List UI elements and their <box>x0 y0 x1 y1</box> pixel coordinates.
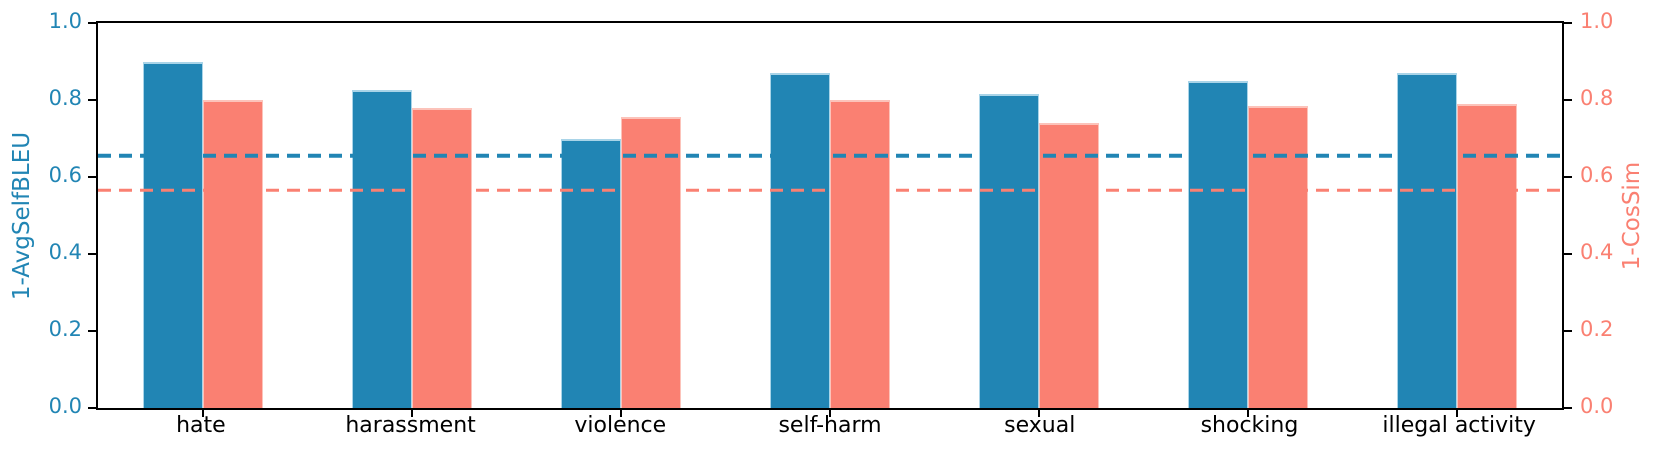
left-tick-mark-0.4 <box>88 253 96 255</box>
bar-1-cossim-hate <box>202 100 263 408</box>
category-label-shocking: shocking <box>1200 413 1299 438</box>
right-tick-mark-0.2 <box>1564 330 1572 332</box>
x-tick-mark-hate <box>201 410 204 417</box>
category-label-hate: hate <box>176 413 226 438</box>
bar-1-cossim-self-harm <box>829 100 890 408</box>
right-tick-labels: 0.0 0.2 0.4 0.6 0.8 1.0 <box>1576 9 1656 418</box>
bar-1-cossim-illegal-activity <box>1457 103 1518 408</box>
category-labels: hate harassment violence self-harm sexual sho… <box>96 413 1564 438</box>
right-tick-mark-0.0 <box>1564 407 1572 409</box>
right-axis-label: 1-CosSim <box>1619 161 1645 271</box>
plot-area <box>88 21 1572 417</box>
left-tick-mark-0.6 <box>88 176 96 178</box>
right-tick-mark-1.0 <box>1564 22 1572 24</box>
bar-1-avgselfbleu-harassment <box>351 90 412 408</box>
bar-1-cossim-harassment <box>411 107 472 408</box>
bar-group-harassment <box>307 23 516 408</box>
left-tick-labels: 0.0 0.2 0.4 0.6 0.8 1.0 <box>0 9 84 418</box>
category-label-self-harm: self-harm <box>778 413 882 438</box>
x-tick-mark-sexual <box>1038 410 1041 417</box>
category-label-violence: violence <box>574 413 667 438</box>
bar-1-avgselfbleu-hate <box>142 61 203 408</box>
left-tick-label-1.0: 1.0 <box>48 9 82 33</box>
x-tick-mark-shocking <box>1247 410 1250 417</box>
bar-1-avgselfbleu-illegal-activity <box>1397 73 1458 408</box>
x-tick-mark-harassment <box>410 410 413 417</box>
bar-group-illegal-activity <box>1353 23 1562 408</box>
right-tick-label-0.0: 0.0 <box>1580 394 1614 418</box>
left-tick-label-0.4: 0.4 <box>48 240 82 264</box>
right-tick-label-0.4: 0.4 <box>1580 240 1614 264</box>
left-tick-label-0.6: 0.6 <box>48 163 82 187</box>
reference-line-avgselfbleu-baseline <box>98 154 1562 158</box>
bar-1-cossim-violence <box>620 117 681 408</box>
bar-group-sexual <box>935 23 1144 408</box>
x-tick-mark-self-harm <box>829 410 831 417</box>
left-tick-label-0.0: 0.0 <box>48 394 82 418</box>
x-tick-mark-illegal-activity <box>1456 410 1459 417</box>
right-tick-mark-0.8 <box>1564 99 1572 101</box>
bar-1-cossim-sexual <box>1039 123 1100 408</box>
right-tick-label-0.2: 0.2 <box>1580 317 1614 341</box>
bar-1-avgselfbleu-violence <box>560 138 621 408</box>
right-tick-mark-0.6 <box>1564 176 1572 178</box>
x-tick-mark-violence <box>619 410 622 417</box>
bar-group-hate <box>98 23 307 408</box>
bar-1-cossim-shocking <box>1248 105 1309 408</box>
right-tick-label-0.8: 0.8 <box>1580 86 1614 110</box>
bar-1-avgselfbleu-sexual <box>979 94 1040 408</box>
category-label-harassment: harassment <box>345 413 476 438</box>
left-tick-label-0.2: 0.2 <box>48 317 82 341</box>
bar-groups <box>98 23 1562 408</box>
left-tick-label-0.8: 0.8 <box>48 86 82 110</box>
right-tick-label-0.6: 0.6 <box>1580 163 1614 187</box>
category-label-sexual: sexual <box>1004 413 1076 438</box>
bar-1-avgselfbleu-shocking <box>1188 80 1249 408</box>
right-tick-mark-0.4 <box>1564 253 1572 255</box>
left-tick-mark-0.8 <box>88 99 96 101</box>
left-tick-mark-0.2 <box>88 330 96 332</box>
reference-line-cossim-baseline <box>98 188 1562 193</box>
category-label-illegal-activity: illegal activity <box>1382 413 1536 438</box>
left-tick-mark-1.0 <box>88 22 96 24</box>
bar-1-avgselfbleu-self-harm <box>769 73 830 408</box>
bar-group-violence <box>516 23 725 408</box>
bar-group-self-harm <box>725 23 934 408</box>
left-tick-mark-0.0 <box>88 407 96 409</box>
bar-group-shocking <box>1144 23 1353 408</box>
right-tick-label-1.0: 1.0 <box>1580 9 1614 33</box>
